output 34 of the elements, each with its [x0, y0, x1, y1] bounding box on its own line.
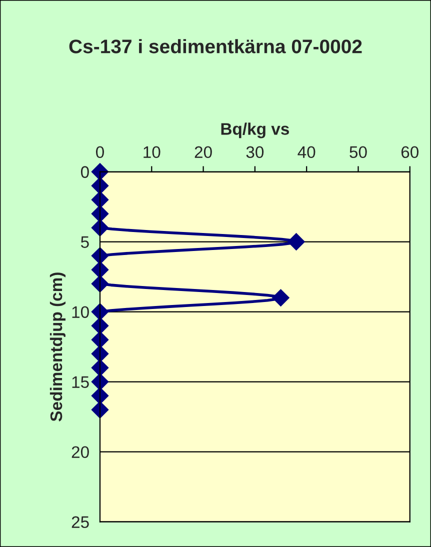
point [91, 331, 109, 348]
point [91, 373, 109, 390]
point [288, 233, 305, 250]
chart-title: Cs-137 i sedimentkärna 07-0002 [69, 39, 362, 54]
x-tick-label: 60 [401, 146, 418, 158]
point [91, 191, 109, 208]
x-tick-label: 20 [194, 146, 212, 158]
point [272, 289, 290, 306]
y-tick-label: 5 [80, 236, 89, 248]
point [91, 317, 109, 334]
y-tick-label: 20 [72, 446, 89, 458]
x-tick-label: 30 [246, 146, 264, 158]
point [91, 177, 109, 194]
point [91, 401, 109, 418]
y-tick-label: 15 [72, 376, 89, 388]
point [91, 359, 109, 376]
point [91, 303, 109, 320]
point [91, 345, 109, 362]
x-tick-label: 0 [96, 146, 104, 158]
point [91, 163, 109, 180]
point [91, 219, 109, 236]
point [91, 261, 109, 278]
y-tick-label: 10 [72, 306, 89, 318]
point [91, 247, 109, 264]
y-tick-label: 0 [80, 166, 89, 178]
point [91, 275, 109, 292]
x-tick-label: 40 [298, 146, 316, 158]
x-tick-label: 10 [144, 146, 160, 158]
y-axis-title: Sedimentdjup (cm) [50, 272, 66, 422]
point [91, 205, 109, 222]
y-tick-label: 25 [72, 516, 89, 528]
x-axis-title: Bq/kg vs [221, 122, 289, 138]
x-tick-label: 50 [350, 146, 367, 158]
point [91, 387, 109, 404]
